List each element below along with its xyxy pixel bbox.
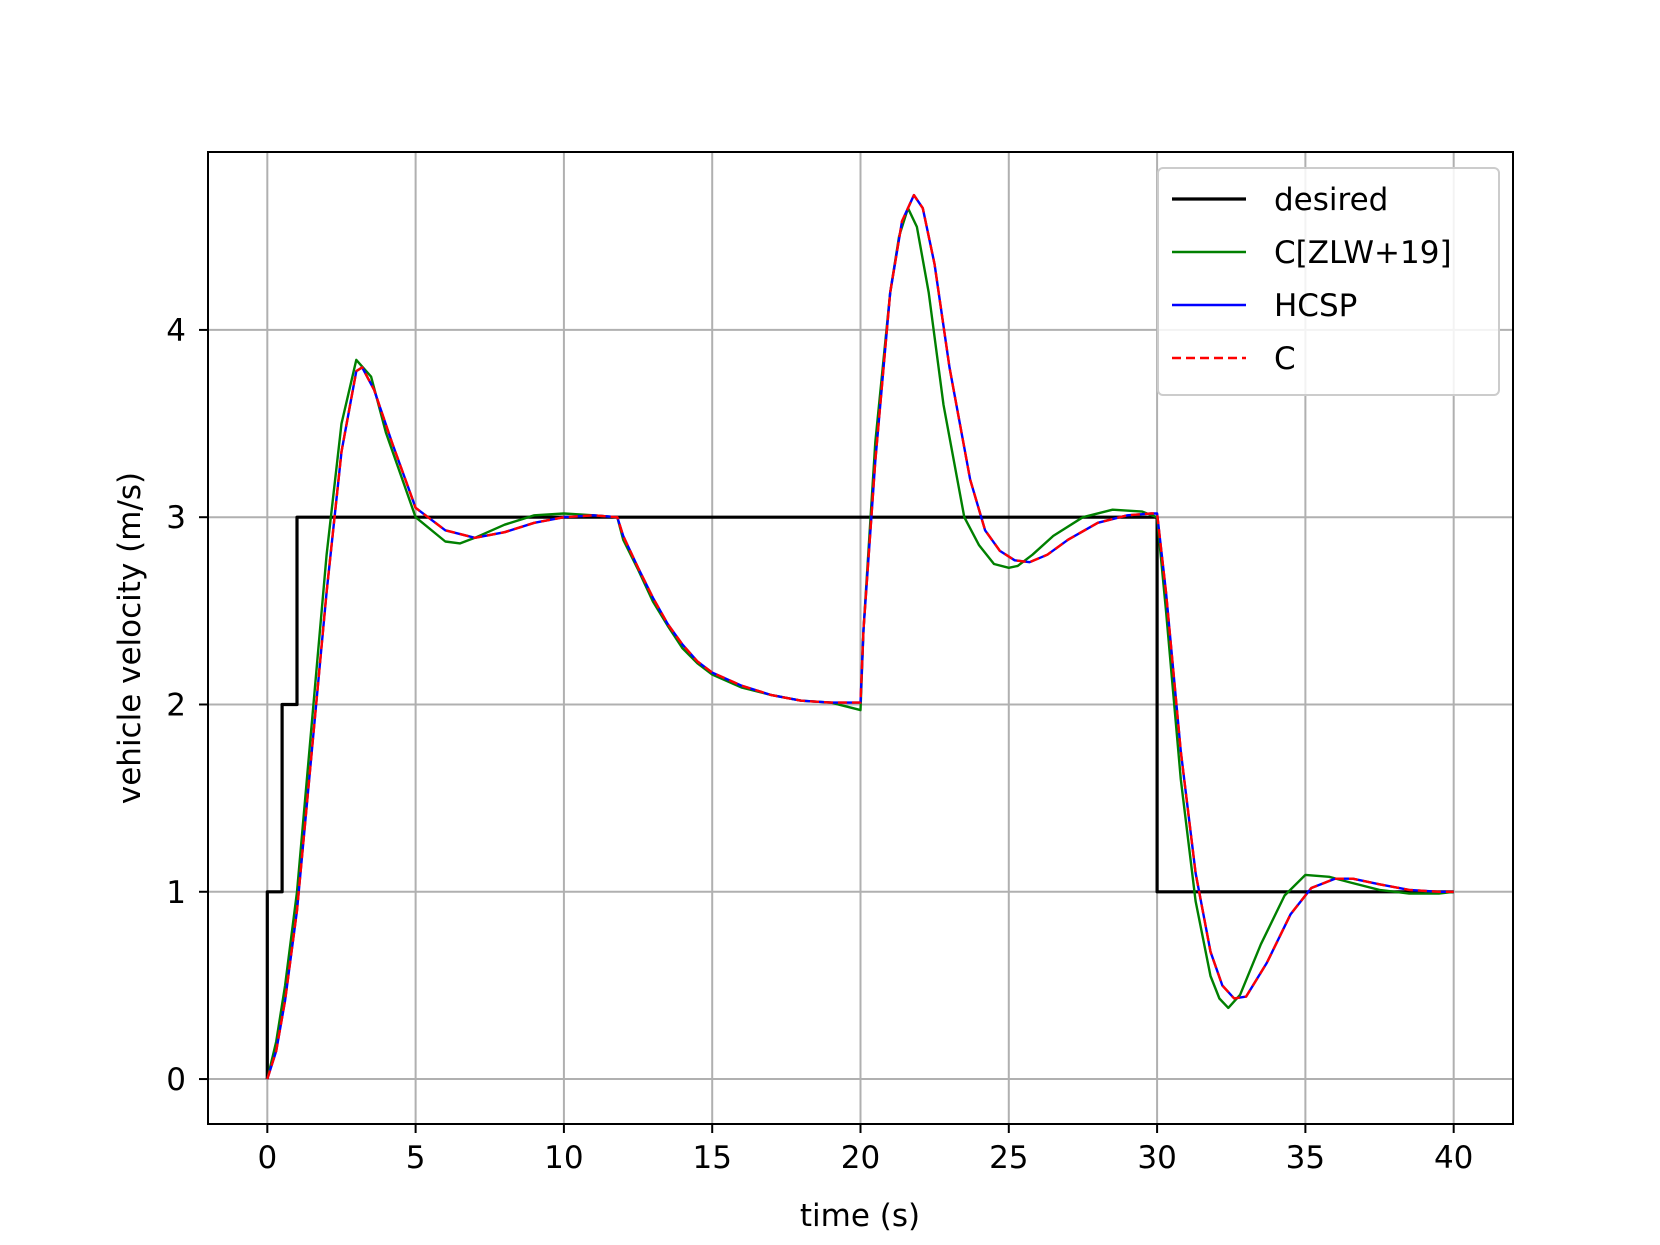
y-tick-label: 2 — [166, 687, 186, 723]
x-tick-label: 40 — [1434, 1140, 1473, 1176]
legend: desired C[ZLW+19] HCSP C — [1157, 167, 1500, 396]
y-axis-ticks: 0 1 2 3 4 — [166, 313, 208, 1098]
y-tick-label: 4 — [166, 313, 186, 349]
series-line-desired — [265, 515, 1454, 1080]
legend-box — [1157, 167, 1500, 396]
y-tick-label: 3 — [166, 500, 186, 536]
x-axis-label: time (s) — [800, 1198, 920, 1234]
legend-label: C[ZLW+19] — [1274, 235, 1452, 271]
y-tick-label: 1 — [166, 875, 186, 911]
legend-label: desired — [1274, 182, 1388, 218]
x-tick-label: 30 — [1137, 1140, 1176, 1176]
x-axis-ticks: 0 5 10 15 20 25 30 35 40 — [257, 1124, 1473, 1176]
x-tick-label: 0 — [257, 1140, 277, 1176]
x-tick-label: 25 — [989, 1140, 1028, 1176]
x-tick-label: 15 — [692, 1140, 731, 1176]
y-axis-label: vehicle velocity (m/s) — [112, 472, 148, 804]
legend-label: HCSP — [1274, 288, 1357, 324]
series-lines — [265, 193, 1454, 1080]
y-tick-label: 0 — [166, 1062, 186, 1098]
series-line-c — [266, 193, 1454, 1080]
legend-label: C — [1274, 341, 1296, 377]
x-tick-label: 10 — [544, 1140, 583, 1176]
x-tick-label: 35 — [1286, 1140, 1325, 1176]
x-tick-label: 5 — [406, 1140, 426, 1176]
x-tick-label: 20 — [841, 1140, 880, 1176]
